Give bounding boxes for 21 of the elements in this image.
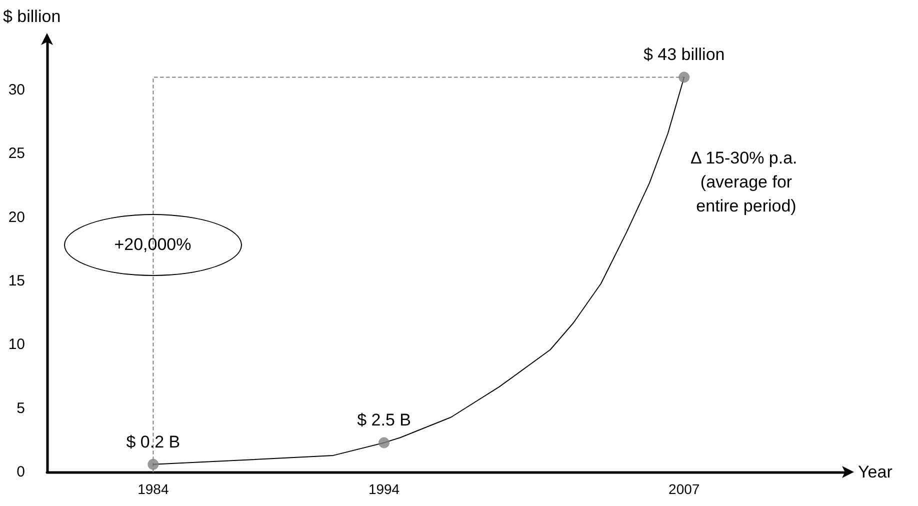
y-tick-label: 5 [16, 400, 25, 417]
x-tick-label: 1984 [138, 481, 169, 497]
y-tick-label: 0 [16, 464, 25, 480]
x-axis-title: Year [858, 462, 893, 482]
annotation: $ 0.2 B [126, 432, 180, 452]
y-tick-label: 25 [8, 145, 25, 162]
x-tick-label: 1994 [368, 481, 400, 497]
y-tick-label: 20 [8, 208, 25, 226]
annotation: $ 2.5 B [357, 410, 411, 430]
annotation: +20,000% [114, 234, 192, 255]
point [678, 72, 690, 83]
annotation: $ 43 billion [643, 45, 725, 64]
annotation: Δ 15-30% p.a. (average for entire period) [690, 148, 798, 216]
y-axis-title: $ billion [3, 7, 61, 26]
y-tick-label: 10 [8, 336, 25, 354]
point [378, 437, 390, 448]
ellipse-outline: +20,000% [64, 214, 242, 276]
y-tick-label: 30 [8, 81, 25, 98]
point [148, 458, 159, 470]
x-tick-label: 2007 [668, 481, 700, 497]
y-tick-label: 15 [8, 272, 25, 290]
